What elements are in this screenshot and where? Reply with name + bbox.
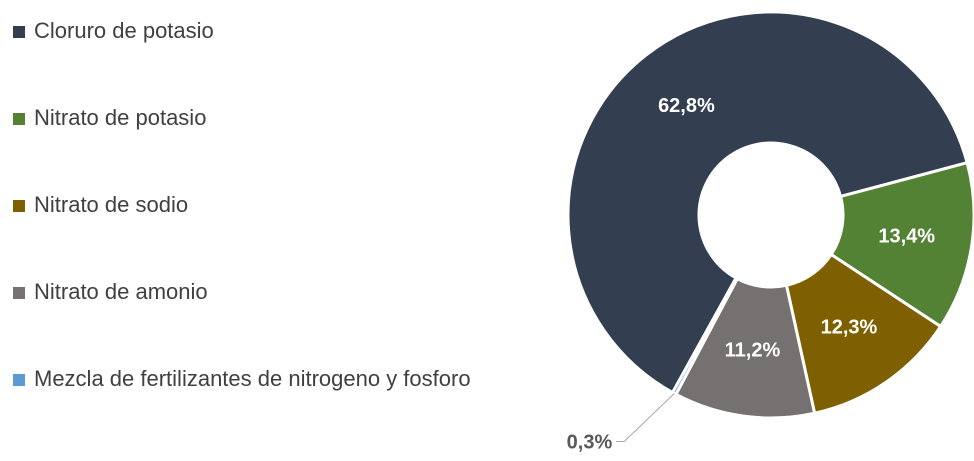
donut-slice [784, 252, 943, 416]
donut-slice [566, 10, 969, 395]
legend-label: Nitrato de potasio [34, 105, 206, 130]
data-label: 13,4% [878, 225, 935, 247]
donut-slice [673, 276, 817, 420]
legend-swatch [13, 200, 25, 212]
legend-swatch [13, 26, 25, 38]
data-label: 11,2% [725, 340, 781, 362]
legend-label: Mezcla de fertilizantes de nitrogeno y f… [34, 366, 471, 391]
data-label: 0,3% [567, 432, 613, 454]
legend-label: Cloruro de potasio [34, 18, 214, 43]
leader-line [616, 393, 675, 442]
data-label: 12,3% [821, 317, 878, 339]
legend-swatch [13, 374, 25, 386]
legend-label: Nitrato de sodio [34, 192, 188, 217]
legend-swatch [13, 113, 25, 125]
donut-slice [670, 275, 740, 397]
legend-label: Nitrato de amonio [34, 279, 208, 304]
data-label: 62,8% [658, 95, 715, 117]
legend-swatch [13, 287, 25, 299]
